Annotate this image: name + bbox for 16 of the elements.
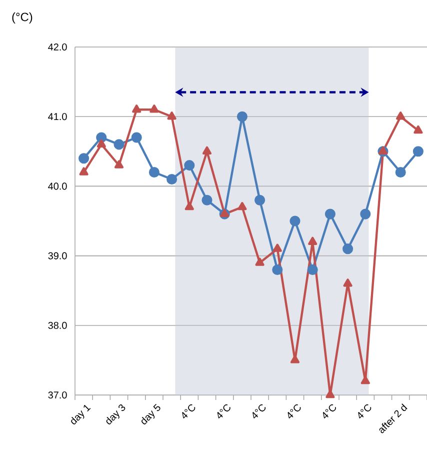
x-tick-label: day 5	[141, 404, 160, 424]
x-tick-label: day 1	[70, 404, 90, 424]
y-tick-label: 39.0	[48, 252, 67, 260]
y-tick-label: 41.0	[48, 113, 67, 120]
x-tick-label: 4°C	[288, 404, 301, 419]
x-tick-label: day 3	[106, 404, 125, 424]
x-tick-label: 4°C	[217, 404, 230, 419]
x-tick-label: 4°C	[358, 404, 371, 419]
y-tick-label: 40.0	[48, 182, 67, 190]
y-tick-label: 37.0	[48, 391, 67, 399]
text: (°C)	[12, 12, 32, 24]
x-tick-label: 4°C	[322, 404, 336, 419]
y-tick-label: 42.0	[48, 43, 67, 51]
x-tick-label: 4°C	[182, 404, 195, 419]
x-tick-label: 4°C	[252, 404, 266, 419]
y-tick-label: 38.0	[48, 322, 67, 329]
